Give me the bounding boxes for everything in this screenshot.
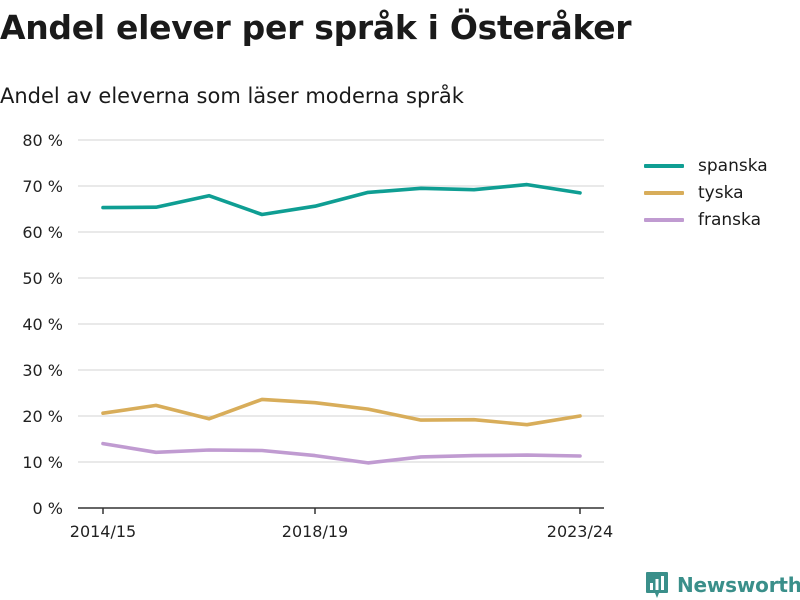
legend-label-tyska: tyska [698, 182, 744, 203]
legend-item-tyska[interactable]: tyska [644, 179, 768, 206]
y-tick-label: 50 % [22, 269, 63, 288]
y-tick-label: 30 % [22, 361, 63, 380]
x-tick-label: 2014/15 [70, 522, 136, 541]
brand-name: Newsworthy [677, 573, 800, 597]
series-lines [101, 182, 582, 465]
y-axis-ticks: 0 % 10 % 20 % 30 % 40 % 50 % 60 % 70 % 80 % [22, 131, 63, 518]
x-axis-ticks: 2014/15 2018/19 2023/24 [70, 508, 613, 541]
legend-label-spanska: spanska [698, 155, 768, 176]
y-tick-label: 70 % [22, 177, 63, 196]
legend-swatch-franska [644, 217, 684, 222]
legend-item-franska[interactable]: franska [644, 206, 768, 233]
y-tick-label: 0 % [33, 499, 63, 518]
x-tick-label: 2018/19 [282, 522, 348, 541]
series-line-spanska[interactable] [101, 182, 582, 217]
legend-swatch-tyska [644, 190, 684, 195]
legend-swatch-spanska [644, 163, 684, 168]
legend-item-spanska[interactable]: spanska [644, 152, 768, 179]
legend: spanska tyska franska [644, 152, 768, 233]
series-line-tyska[interactable] [101, 397, 582, 427]
legend-label-franska: franska [698, 209, 761, 230]
page-subtitle: Andel av eleverna som läser moderna språ… [0, 84, 464, 108]
y-tick-label: 60 % [22, 223, 63, 242]
newsworthy-logo-icon [646, 572, 668, 598]
page-title: Andel elever per språk i Österåker [0, 8, 632, 47]
y-tick-label: 10 % [22, 453, 63, 472]
y-tick-label: 40 % [22, 315, 63, 334]
brand-footer[interactable]: Newsworthy [645, 571, 800, 599]
x-tick-label: 2023/24 [547, 522, 613, 541]
y-tick-label: 20 % [22, 407, 63, 426]
grid-lines [78, 139, 604, 463]
series-line-franska[interactable] [101, 441, 582, 465]
y-tick-label: 80 % [22, 131, 63, 150]
